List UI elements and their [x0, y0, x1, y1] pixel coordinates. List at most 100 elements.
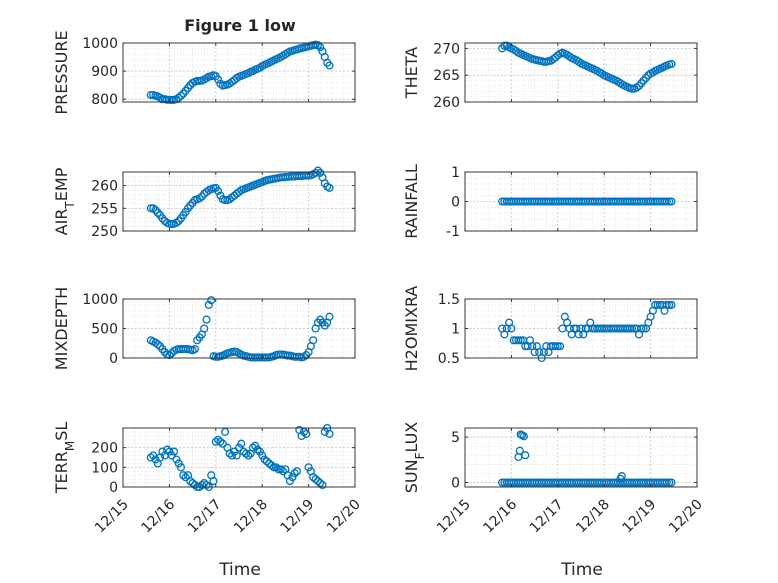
data-point — [272, 463, 281, 472]
data-point — [516, 336, 525, 345]
data-point — [214, 187, 223, 196]
data-point — [172, 455, 181, 464]
data-point — [617, 472, 626, 481]
y-tick-label: 1000 — [82, 36, 118, 52]
y-tick-label: 1000 — [82, 292, 118, 308]
data-point — [667, 300, 676, 309]
y-axis-label: PRESSURE — [52, 30, 71, 114]
y-axis-label: AIRTEMP — [52, 167, 77, 235]
data-point — [207, 296, 216, 305]
x-tick-label: 12/17 — [185, 497, 225, 537]
data-point — [186, 477, 195, 486]
data-point — [627, 324, 637, 333]
y-tick-label: 0 — [451, 475, 460, 491]
data-point — [313, 166, 322, 175]
y-tick-label: 200 — [91, 441, 118, 457]
data-point — [234, 443, 244, 452]
data-point — [176, 91, 186, 100]
data-point — [153, 340, 162, 349]
data-point — [304, 463, 313, 472]
data-point — [172, 218, 181, 227]
y-tick-label: 1.5 — [438, 292, 460, 308]
data-point — [237, 439, 246, 448]
data-point — [316, 479, 325, 488]
y-tick-label: 100 — [91, 460, 118, 476]
data-point — [653, 300, 662, 309]
data-point — [299, 427, 309, 436]
x-tick-label: 12/16 — [138, 496, 178, 536]
data-point — [267, 461, 276, 470]
y-tick-label: 255 — [91, 201, 118, 217]
subplot-sun-flux: 0 5 12/15 12/16 12/17 12/18 12/19 12/20 SUNFLUX — [402, 422, 706, 537]
data-point — [667, 59, 676, 68]
data-point — [325, 312, 334, 321]
data-point — [299, 352, 309, 361]
y-tick-label: -1 — [446, 224, 460, 240]
data-point — [269, 463, 278, 472]
y-tick-label: 0.5 — [438, 351, 460, 367]
x-tick-label: 12/18 — [231, 497, 271, 537]
x-tick-label: 12/15 — [434, 497, 474, 537]
data-point — [665, 300, 674, 309]
data-point — [209, 477, 218, 486]
axes-box — [122, 42, 356, 103]
data-point — [262, 457, 271, 466]
x-axis-label-right: Time — [560, 560, 603, 580]
data-point — [165, 447, 174, 456]
axes-box — [464, 42, 698, 103]
subplot-h2omixra: 0.5 1 1.5 H2OMIXRA — [402, 286, 698, 372]
y-tick-label: 5 — [451, 430, 460, 446]
figure-title: Figure 1 low — [184, 16, 296, 35]
data-point — [146, 204, 155, 213]
data-point — [190, 345, 199, 354]
data-point — [667, 478, 676, 487]
data-point — [325, 183, 334, 192]
data-point — [662, 197, 671, 206]
data-point — [313, 477, 322, 486]
data-point — [202, 480, 211, 490]
subplot-rainfall: -1 0 1 RAINFALL — [402, 164, 698, 240]
data-point — [149, 204, 158, 213]
x-tick-label: 12/18 — [573, 497, 613, 537]
y-tick-label: 0 — [451, 195, 460, 211]
axes-box — [122, 171, 356, 232]
data-point — [667, 197, 676, 206]
y-tick-label: 270 — [433, 41, 460, 57]
data-point — [214, 75, 223, 84]
data-point — [639, 324, 648, 333]
data-point — [230, 447, 239, 456]
data-point — [290, 469, 299, 478]
data-point — [637, 324, 646, 333]
data-point — [195, 194, 204, 203]
data-point — [204, 300, 213, 309]
y-tick-label: 800 — [91, 92, 118, 108]
data-point — [214, 435, 223, 444]
x-tick-label: 12/15 — [92, 497, 132, 537]
y-axis-label: MIXDEPTH — [52, 287, 71, 370]
data-point — [255, 447, 264, 456]
x-tick-label: 12/17 — [527, 497, 567, 537]
data-point — [519, 432, 528, 441]
y-tick-label: 260 — [433, 95, 460, 111]
data-point — [202, 315, 211, 324]
data-point — [316, 43, 325, 52]
data-point — [146, 453, 155, 462]
y-axis-label: SUNFLUX — [402, 422, 427, 494]
data-point — [662, 478, 671, 487]
data-point — [500, 41, 509, 50]
data-point — [507, 324, 516, 333]
data-point — [151, 455, 160, 464]
data-point — [551, 342, 560, 351]
data-point — [311, 475, 320, 484]
x-axis-label-left: Time — [218, 560, 261, 580]
data-point — [179, 471, 188, 480]
data-point — [553, 342, 562, 351]
data-point — [174, 93, 183, 102]
data-point — [292, 467, 302, 476]
y-axis-label: H2OMIXRA — [402, 286, 421, 372]
y-tick-label: 265 — [433, 68, 460, 84]
x-tick-label: 12/19 — [278, 497, 318, 537]
data-point — [232, 451, 241, 460]
axes-box — [464, 427, 698, 488]
